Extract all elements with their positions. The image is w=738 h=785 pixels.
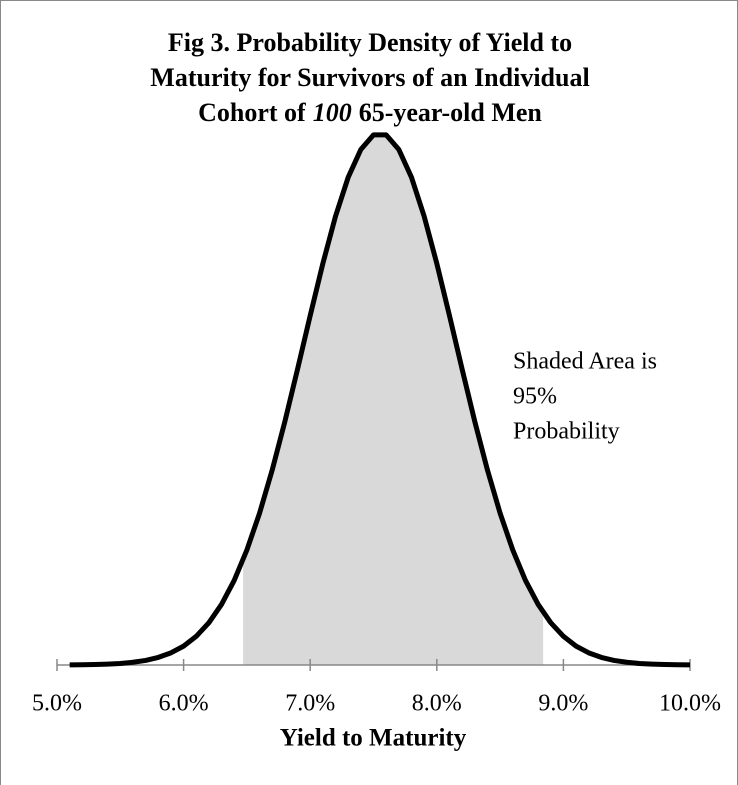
annotation: Shaded Area is xyxy=(513,349,657,375)
shaded-area xyxy=(243,134,544,666)
x-tick-label: 7.0% xyxy=(285,691,335,717)
chart-title: Cohort of 100 65-year-old Men xyxy=(198,98,542,127)
x-tick-label: 5.0% xyxy=(32,691,82,717)
title-part: Cohort of xyxy=(198,98,306,127)
chart-title: Maturity for Survivors of an Individual xyxy=(150,63,589,92)
x-tick-label: 6.0% xyxy=(159,691,209,717)
annotation: 95% xyxy=(513,384,557,410)
x-axis-label: Yield to Maturity xyxy=(280,725,467,752)
x-tick-label: 10.0% xyxy=(659,691,721,717)
x-tick-label: 9.0% xyxy=(538,691,588,717)
title-part: 65-year-old Men xyxy=(359,98,543,127)
annotation: Probability xyxy=(513,419,620,445)
density-line xyxy=(69,132,691,668)
title-part: 100 xyxy=(313,98,352,127)
chart-title: Fig 3. Probability Density of Yield to xyxy=(168,28,572,57)
x-tick-label: 8.0% xyxy=(412,691,462,717)
